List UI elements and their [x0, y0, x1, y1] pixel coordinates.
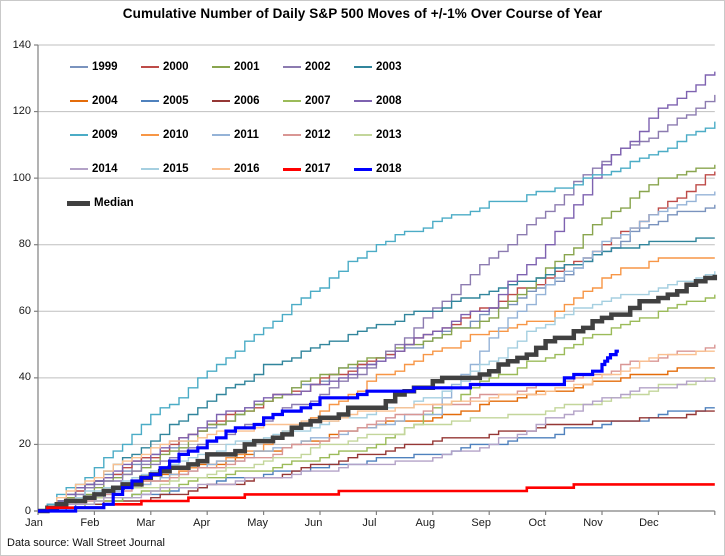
legend-swatch-2003	[354, 66, 372, 68]
legend-label: 2007	[305, 95, 331, 107]
legend-swatch-2013	[354, 134, 372, 136]
series-line-2017	[38, 483, 715, 513]
legend-label: 2008	[376, 95, 402, 107]
legend-swatch-1999	[70, 66, 88, 68]
legend-label: 2006	[234, 95, 260, 107]
legend-item-2014: 2014	[70, 162, 118, 176]
series-line-2004	[38, 367, 715, 512]
series-line-2006	[38, 410, 715, 512]
x-axis-label-apr: Apr	[193, 517, 211, 529]
legend-item-2004: 2004	[70, 94, 118, 108]
legend-label: 2014	[92, 163, 118, 175]
series-line-2002	[38, 94, 716, 512]
series-line-2016	[38, 350, 715, 512]
legend-swatch-2017	[283, 167, 301, 171]
legend-label: 2018	[376, 163, 402, 175]
legend-item-2003: 2003	[354, 60, 402, 74]
legend-label: 2010	[163, 129, 189, 141]
legend-label: 2016	[234, 163, 260, 175]
legend-item-2013: 2013	[354, 128, 402, 142]
series-line-2011	[38, 191, 716, 512]
legend-item-2005: 2005	[141, 94, 189, 108]
legend-swatch-2011	[212, 134, 230, 136]
legend-swatch-2015	[141, 168, 159, 170]
legend-label: 2002	[305, 61, 331, 73]
legend-label: 2000	[163, 61, 189, 73]
legend-item-1999: 1999	[70, 60, 118, 74]
x-axis-label-oct: Oct	[528, 517, 546, 529]
legend-item-2018: 2018	[354, 162, 402, 176]
legend-label: 1999	[92, 61, 118, 73]
legend-label: 2013	[376, 129, 402, 141]
legend-swatch-2004	[70, 100, 88, 102]
y-axis-label-0: 0	[24, 504, 31, 517]
legend-item-2011: 2011	[212, 128, 259, 142]
chart-title: Cumulative Number of Daily S&P 500 Moves…	[122, 6, 603, 21]
legend-item-2006: 2006	[212, 94, 260, 108]
y-axis-label-120: 120	[12, 105, 31, 118]
legend-swatch-2001	[212, 66, 230, 68]
series-line-median	[38, 274, 718, 514]
legend-swatch-2016	[212, 168, 230, 170]
legend-label: 2012	[305, 129, 331, 141]
legend-item-2007: 2007	[283, 94, 331, 108]
legend-item-2017: 2017	[283, 162, 331, 176]
series-line-2014	[38, 377, 716, 512]
x-axis-label-sep: Sep	[471, 517, 491, 529]
legend-swatch-2018	[354, 167, 372, 171]
legend-label: 2015	[163, 163, 189, 175]
legend-label: Median	[94, 197, 134, 209]
legend-item-2010: 2010	[141, 128, 189, 142]
y-axis-label-40: 40	[18, 371, 31, 384]
series-line-2010	[38, 257, 715, 512]
legend-item-2002: 2002	[283, 60, 331, 74]
legend-item-2001: 2001	[212, 60, 260, 74]
x-axis-label-feb: Feb	[80, 517, 100, 529]
x-axis-label-mar: Mar	[136, 517, 156, 529]
y-axis-label-60: 60	[18, 304, 31, 317]
legend-swatch-2002	[283, 66, 301, 68]
x-axis-label-jan: Jan	[25, 517, 43, 529]
legend-label: 2011	[234, 129, 259, 141]
legend-swatch-2006	[212, 100, 230, 102]
y-axis-label-140: 140	[12, 38, 31, 51]
legend-item-2016: 2016	[212, 162, 260, 176]
legend-item-2009: 2009	[70, 128, 118, 142]
legend-item-2012: 2012	[283, 128, 331, 142]
legend-item-2000: 2000	[141, 60, 189, 74]
y-axis-label-80: 80	[18, 238, 31, 251]
x-axis-label-jun: Jun	[304, 517, 323, 529]
legend-label: 2004	[92, 95, 118, 107]
series-line-2003	[38, 237, 715, 512]
series-line-2018	[38, 349, 619, 513]
x-axis-label-may: May	[247, 517, 268, 529]
legend-swatch-2010	[141, 134, 159, 136]
legend-swatch-2009	[70, 134, 88, 136]
legend-label: 2003	[376, 61, 402, 73]
legend-swatch-2000	[141, 66, 159, 68]
data-source-note: Data source: Wall Street Journal	[7, 537, 165, 549]
legend-swatch-2007	[283, 100, 301, 102]
legend-swatch-2012	[283, 134, 301, 136]
legend-label: 2017	[305, 163, 331, 175]
legend-label: 2009	[92, 129, 118, 141]
legend-item-2015: 2015	[141, 162, 189, 176]
x-axis-label-nov: Nov	[583, 517, 603, 529]
legend-label: 2005	[163, 95, 189, 107]
legend-swatch-2005	[141, 100, 159, 102]
x-axis-label-aug: Aug	[415, 517, 436, 529]
x-axis-label-dec: Dec	[639, 517, 659, 529]
x-axis-label-jul: Jul	[362, 517, 377, 529]
legend-label: 2001	[234, 61, 260, 73]
y-axis-label-20: 20	[18, 437, 31, 450]
legend-item-2008: 2008	[354, 94, 402, 108]
legend-swatch-2014	[70, 168, 88, 170]
legend-item-median: Median	[67, 196, 134, 210]
legend-swatch-2008	[354, 100, 372, 102]
series-line-2009	[38, 121, 716, 512]
y-axis-label-100: 100	[12, 171, 31, 184]
legend-swatch-median	[67, 200, 90, 206]
